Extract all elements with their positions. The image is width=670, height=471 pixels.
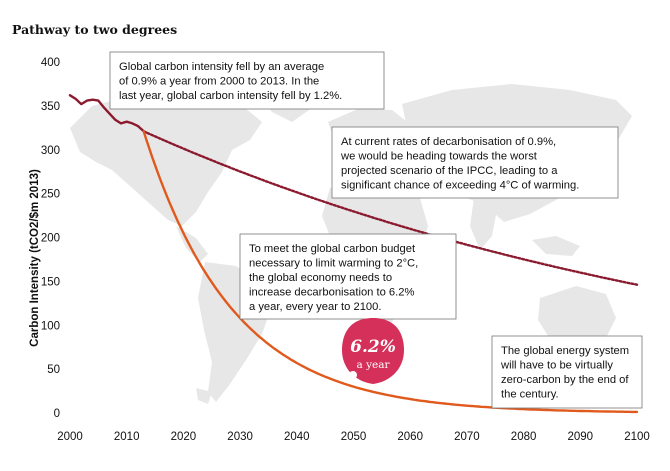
annotation-box: At current rates of decarbonisation of 0… [331, 126, 619, 199]
y-tick-label: 200 [41, 233, 60, 245]
annotation-text: a year, every year to 2100. [249, 301, 381, 313]
annotation-text: zero-carbon by the end of [501, 374, 629, 386]
annotation-text: necessary to limit warming to 2°C, [249, 258, 418, 270]
badge-label: a year [356, 359, 390, 371]
y-tick-label: 300 [41, 145, 60, 157]
annotation-text: projected scenario of the IPCC, leading … [341, 165, 558, 177]
annotation-text: At current rates of decarbonisation of 0… [341, 136, 556, 148]
y-tick-label: 400 [41, 57, 60, 69]
badge-value: 6.2% [350, 337, 396, 357]
annotation-text: will have to be virtually [500, 360, 613, 372]
badge-shape [342, 318, 404, 384]
series-line-current-rate [142, 130, 639, 286]
y-axis-label: Carbon Intensity (tCO2/$m 2013) [29, 169, 41, 347]
annotation-layer: Global carbon intensity fell by an avera… [109, 51, 643, 409]
x-tick-label: 2100 [624, 431, 650, 443]
x-tick-label: 2030 [227, 431, 253, 443]
series-line-historical [68, 94, 145, 133]
annotation-frame [109, 51, 385, 110]
y-tick-label: 150 [41, 276, 60, 288]
x-tick-label: 2090 [568, 431, 594, 443]
x-tick-label: 2040 [284, 431, 310, 443]
y-tick-label: 50 [47, 364, 60, 376]
annotation-frame [331, 126, 619, 199]
y-tick-label: 100 [41, 320, 60, 332]
x-tick-label: 2000 [57, 431, 83, 443]
annotation-text: the global economy needs to [249, 272, 392, 284]
series-line-two-degree-path [142, 130, 639, 414]
rate-badge: 6.2% a year [342, 318, 404, 384]
annotation-box: To meet the global carbon budget necessar… [239, 233, 457, 320]
y-tick-label: 250 [41, 189, 60, 201]
annotation-text: of 0.9% a year from 2000 to 2013. In the [119, 76, 319, 88]
x-tick-label: 2020 [171, 431, 197, 443]
annotation-text: significant chance of exceeding 4°C of w… [341, 180, 579, 192]
annotation-box: The global energy system will have to be … [491, 335, 643, 409]
y-tick-label: 0 [54, 408, 60, 420]
annotation-frame [239, 233, 457, 320]
x-tick-label: 2010 [114, 431, 140, 443]
x-tick-label: 2080 [511, 431, 537, 443]
annotation-box: Global carbon intensity fell by an avera… [109, 51, 385, 110]
annotation-text: The global energy system [501, 345, 629, 357]
annotation-text: the century. [501, 389, 559, 401]
annotation-text: To meet the global carbon budget [249, 243, 416, 255]
series-layer [68, 94, 639, 414]
annotation-text: last year, global carbon intensity fell … [119, 90, 342, 102]
annotation-frame [491, 335, 643, 409]
x-tick-label: 2070 [454, 431, 480, 443]
x-tick-label: 2050 [341, 431, 367, 443]
y-tick-label: 350 [41, 101, 60, 113]
axes: 2000 2010 2020 2030 2040 2050 2060 2070 2080 2090… [41, 57, 650, 443]
chart-title: Pathway to two degrees [12, 22, 177, 37]
badge-dot-icon [349, 371, 357, 379]
x-tick-label: 2060 [397, 431, 423, 443]
annotation-text: Global carbon intensity fell by an avera… [119, 61, 324, 73]
annotation-text: increase decarbonisation to 6.2% [249, 287, 414, 299]
annotation-text: we would be heading towards the worst [340, 151, 538, 163]
